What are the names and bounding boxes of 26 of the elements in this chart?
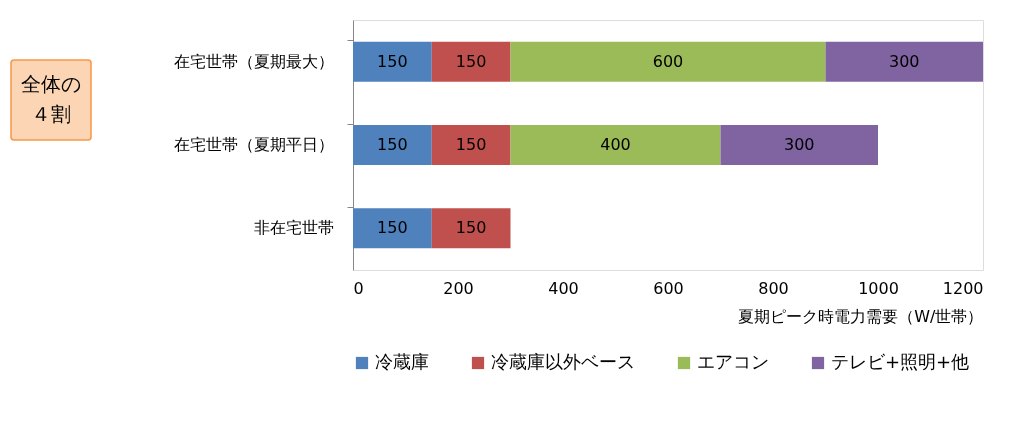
y-tick-label: 在宅世帯（夏期最大） bbox=[173, 51, 334, 71]
x-tick-label: 800 bbox=[758, 278, 789, 298]
text: 全体の４割 bbox=[21, 72, 81, 126]
x-axis-title: 夏期ピーク時電力需要（W/世帯） bbox=[738, 306, 984, 326]
data-label: 600 bbox=[652, 51, 684, 71]
x-tick-label: 0 bbox=[353, 278, 364, 298]
legend-label: エアコン bbox=[697, 351, 769, 372]
data-label: 150 bbox=[377, 51, 408, 71]
data-label: 150 bbox=[455, 218, 487, 238]
data-label: 300 bbox=[888, 51, 920, 71]
legend-label: 冷蔵庫 bbox=[375, 351, 429, 372]
x-tick-label: 400 bbox=[548, 278, 579, 298]
x-tick-label: 600 bbox=[653, 278, 684, 298]
data-label: 150 bbox=[377, 218, 408, 238]
data-label: 150 bbox=[455, 135, 487, 154]
x-tick-label: 1000 bbox=[858, 278, 899, 298]
y-tick-label: 非在宅世帯 bbox=[253, 218, 334, 238]
x-tick-label: 200 bbox=[443, 278, 474, 298]
x-tick-label: 1200 bbox=[942, 278, 984, 298]
data-label: 150 bbox=[455, 51, 487, 71]
y-tick-label: 在宅世帯（夏期平日） bbox=[173, 135, 334, 154]
data-label: 400 bbox=[600, 135, 631, 154]
data-label: 300 bbox=[783, 135, 815, 154]
data-label: 150 bbox=[377, 135, 408, 154]
legend-label: 冷蔵庫以外ベース bbox=[491, 351, 635, 372]
legend-label: テレビ+照明+他 bbox=[831, 351, 970, 372]
